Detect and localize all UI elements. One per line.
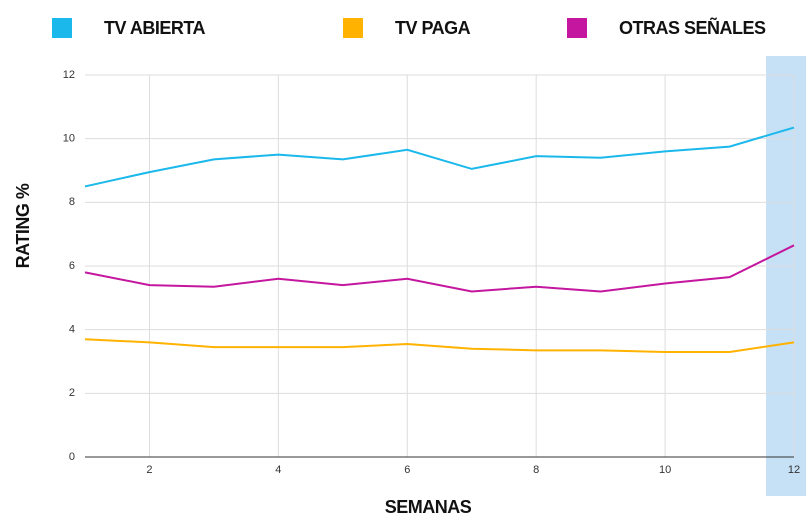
series-line (84, 338, 795, 353)
y-tick-label: 6 (69, 260, 75, 272)
x-tick-label: 2 (146, 464, 152, 476)
x-tick-label: 4 (275, 464, 281, 476)
x-axis-title: SEMANAS (385, 497, 472, 517)
y-tick-label: 0 (69, 451, 75, 463)
legend-swatch (343, 18, 363, 38)
legend-label: TV ABIERTA (104, 18, 205, 38)
x-tick-label: 10 (659, 464, 671, 476)
x-tick-label: 8 (533, 464, 539, 476)
y-tick-label: 4 (69, 324, 75, 336)
series-line (84, 126, 795, 188)
highlight-band (766, 56, 806, 496)
series-line (84, 244, 795, 293)
y-tick-label: 2 (69, 387, 75, 399)
legend-label: OTRAS SEÑALES (619, 17, 766, 38)
legend-swatch (52, 18, 72, 38)
y-tick-label: 10 (63, 133, 75, 145)
legend-label: TV PAGA (395, 18, 471, 38)
x-tick-label: 6 (404, 464, 410, 476)
y-tick-label: 8 (69, 196, 75, 208)
y-axis-title: RATING % (13, 183, 33, 268)
x-tick-label: 12 (788, 464, 800, 476)
legend-swatch (567, 18, 587, 38)
y-tick-label: 12 (63, 69, 75, 81)
